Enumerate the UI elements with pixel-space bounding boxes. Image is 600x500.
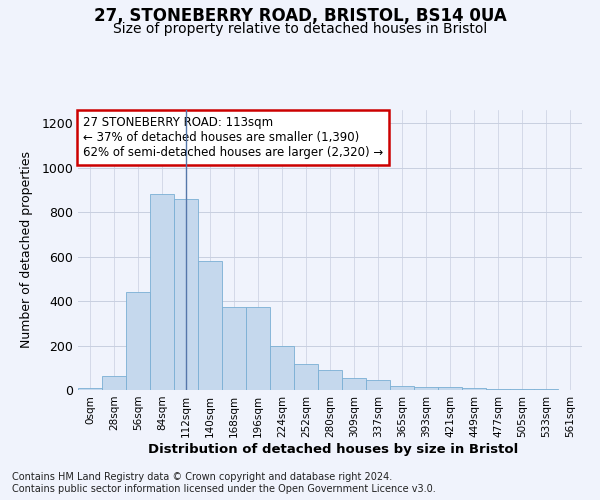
Bar xyxy=(270,346,294,390)
Bar xyxy=(222,306,246,390)
Bar xyxy=(318,370,342,390)
Bar xyxy=(150,194,174,390)
Bar xyxy=(78,388,102,390)
Y-axis label: Number of detached properties: Number of detached properties xyxy=(20,152,33,348)
Bar xyxy=(366,380,390,390)
Bar xyxy=(102,376,126,390)
Bar xyxy=(126,292,150,390)
Bar xyxy=(294,364,318,390)
Text: Distribution of detached houses by size in Bristol: Distribution of detached houses by size … xyxy=(148,442,518,456)
Text: 27 STONEBERRY ROAD: 113sqm
← 37% of detached houses are smaller (1,390)
62% of s: 27 STONEBERRY ROAD: 113sqm ← 37% of deta… xyxy=(83,116,383,158)
Bar xyxy=(198,261,222,390)
Text: Size of property relative to detached houses in Bristol: Size of property relative to detached ho… xyxy=(113,22,487,36)
Bar xyxy=(174,199,198,390)
Text: 27, STONEBERRY ROAD, BRISTOL, BS14 0UA: 27, STONEBERRY ROAD, BRISTOL, BS14 0UA xyxy=(94,8,506,26)
Bar xyxy=(246,306,270,390)
Bar xyxy=(390,386,414,390)
Bar xyxy=(438,388,462,390)
Bar xyxy=(462,388,486,390)
Text: Contains HM Land Registry data © Crown copyright and database right 2024.: Contains HM Land Registry data © Crown c… xyxy=(12,472,392,482)
Bar xyxy=(510,389,534,390)
Bar xyxy=(486,389,510,390)
Bar xyxy=(342,378,366,390)
Text: Contains public sector information licensed under the Open Government Licence v3: Contains public sector information licen… xyxy=(12,484,436,494)
Bar xyxy=(414,386,438,390)
